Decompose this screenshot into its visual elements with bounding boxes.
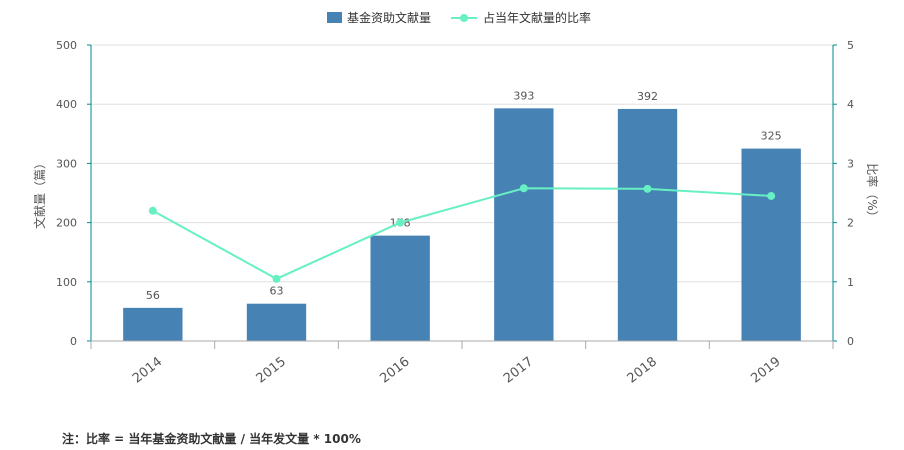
- ratio-point-2016: [396, 218, 405, 227]
- bar-2017: [494, 108, 554, 342]
- y-right-tick-3: 3: [847, 157, 854, 170]
- bar-value-label-2018: 392: [637, 90, 658, 103]
- y-right-axis-title: 比率（%）: [865, 163, 880, 222]
- bar-2019: [741, 148, 801, 341]
- legend-swatch-bar: [327, 12, 342, 23]
- x-tick-2019: 2019: [748, 354, 783, 386]
- y-right-tick-5: 5: [847, 39, 854, 52]
- legend-label-line: 占当年文献量的比率: [483, 10, 591, 25]
- x-tick-2014: 2014: [130, 354, 165, 386]
- x-tick-2018: 2018: [625, 354, 660, 386]
- y-left-tick-500: 500: [56, 39, 77, 52]
- x-tick-2016: 2016: [377, 354, 412, 386]
- bar-value-label-2017: 393: [513, 89, 534, 102]
- y-right-tick-4: 4: [847, 98, 854, 111]
- ratio-point-2014: [148, 206, 157, 215]
- ratio-point-2019: [767, 191, 776, 200]
- bar-value-label-2014: 56: [146, 289, 160, 302]
- y-left-axis-title: 文献量（篇）: [32, 157, 47, 229]
- y-left-tick-200: 200: [56, 217, 77, 230]
- x-tick-2015: 2015: [254, 354, 289, 386]
- bar-2015: [246, 303, 307, 341]
- y-left-tick-400: 400: [56, 98, 77, 111]
- legend-label-bar: 基金资助文献量: [347, 10, 431, 25]
- ratio-point-2018: [643, 184, 652, 193]
- y-left-tick-0: 0: [70, 335, 77, 348]
- chart-note: 注：比率 = 当年基金资助文献量 / 当年发文量 * 100%: [62, 432, 361, 446]
- x-tick-2017: 2017: [501, 354, 536, 386]
- y-right-tick-0: 0: [847, 335, 854, 348]
- legend-marker-line: [460, 14, 468, 22]
- bar-2016: [370, 235, 430, 341]
- bar-value-label-2019: 325: [761, 130, 782, 143]
- y-left-tick-100: 100: [56, 276, 77, 289]
- bar-2018: [617, 108, 678, 341]
- bar-2014: [123, 307, 183, 341]
- ratio-line: [152, 187, 772, 280]
- bar-value-label-2015: 63: [270, 285, 284, 298]
- ratio-point-2017: [519, 184, 528, 193]
- ratio-point-2015: [272, 274, 281, 283]
- y-right-tick-2: 2: [847, 217, 854, 230]
- y-right-tick-1: 1: [847, 276, 854, 289]
- y-left-tick-300: 300: [56, 157, 77, 170]
